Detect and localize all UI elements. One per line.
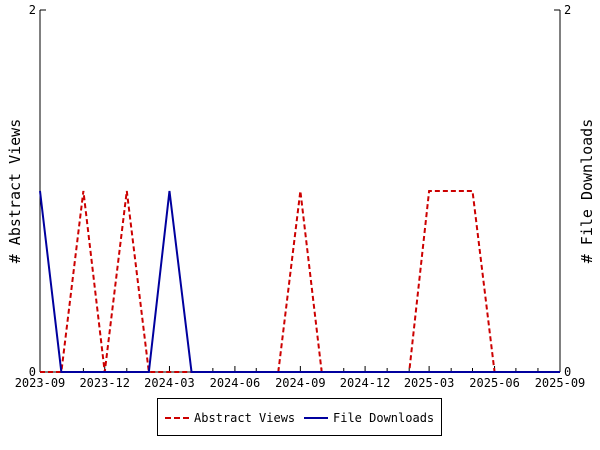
legend-label-file-downloads: File Downloads [333,411,435,425]
x-tick-label: 2025-09 [535,376,586,390]
y-axis-label-left: # Abstract Views [6,119,24,264]
y-right-tick-label: 2 [564,3,571,17]
x-tick-label: 2024-12 [340,376,391,390]
x-tick-label: 2025-03 [404,376,455,390]
x-tick-label: 2024-06 [210,376,261,390]
x-tick-label: 2023-12 [79,376,130,390]
x-tick-label: 2024-03 [144,376,195,390]
x-tick-label: 2025-06 [469,376,520,390]
series-line-abstract-views [40,190,560,373]
series-line-file-downloads [39,190,560,373]
x-tick-label: 2024-09 [275,376,326,390]
y-left-tick-label: 0 [29,365,36,379]
y-right-tick-label: 0 [564,365,571,379]
legend-swatch-abstract-views [165,417,189,419]
legend-item-file-downloads: File Downloads [304,411,434,425]
y-left-tick-label: 2 [29,3,36,17]
y-axis-label-right: # File Downloads [578,119,596,264]
legend: Abstract Views File Downloads [157,398,442,436]
legend-item-abstract-views: Abstract Views [165,411,295,425]
tick-labels: 2023-09 2023-12 2024-03 2024-06 2024-09 2024-… [15,3,586,390]
series-lines [39,190,560,373]
legend-label-abstract-views: Abstract Views [194,411,296,425]
x-tick-label: 2023-09 [15,376,66,390]
legend-swatch-file-downloads [304,417,328,419]
axes [39,9,561,373]
